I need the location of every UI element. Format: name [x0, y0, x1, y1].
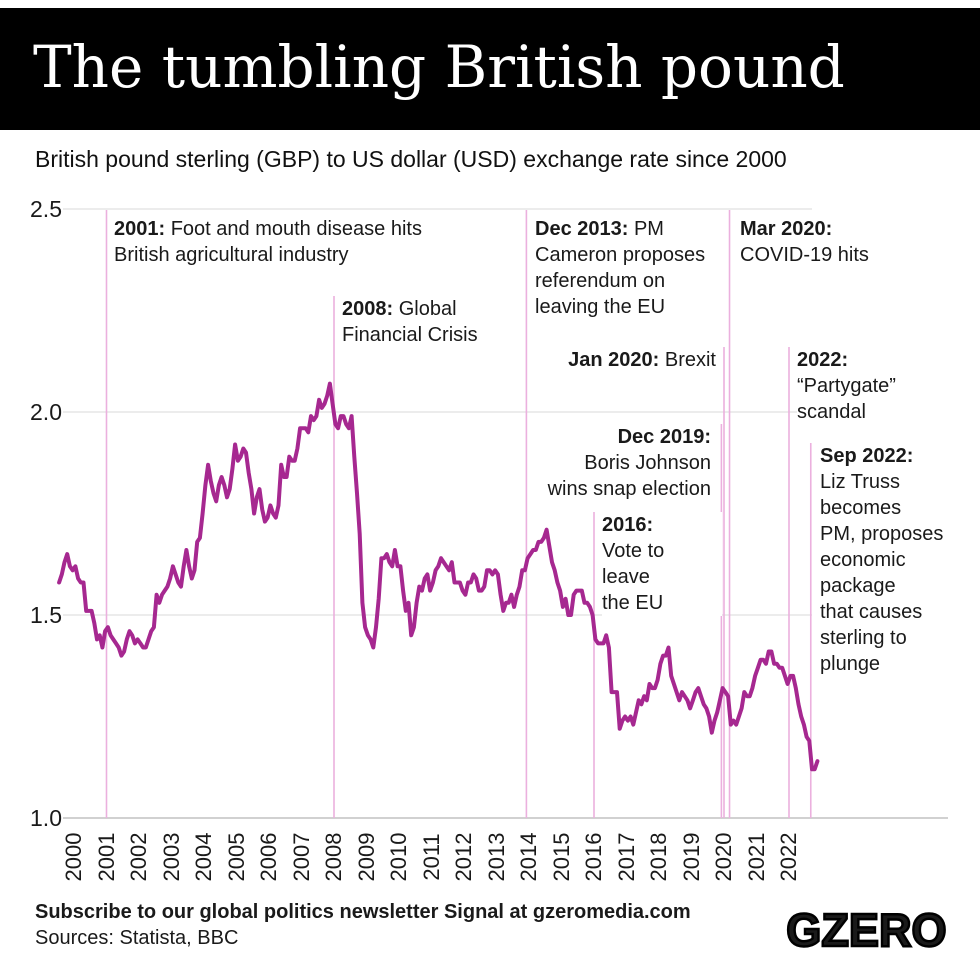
annotation-line: economic [820, 549, 906, 571]
x-tick-2008: 2008 [321, 832, 346, 882]
x-tick-2006: 2006 [256, 832, 281, 882]
annotation-line: British agricultural industry [114, 244, 349, 266]
header-bar: The tumbling British pound [0, 8, 980, 130]
annotation-line: Financial Crisis [342, 324, 478, 346]
annotation-line: becomes [820, 497, 902, 519]
event-annotation-2022-partygate: 2022: “Partygate” scandal [797, 347, 937, 425]
annotation-line: Cameron proposes [535, 244, 706, 266]
event-annotation-jan-2020-brexit: Jan 2020: Brexit [568, 347, 716, 373]
annotation-line: sterling to [820, 627, 907, 649]
gzero-logo: GZERO [785, 903, 948, 958]
sources-note: Sources: Statista, BBC [35, 927, 239, 949]
event-annotation-mar-2020-covid: Mar 2020: COVID-19 hits [740, 216, 910, 268]
x-tick-2011: 2011 [418, 833, 444, 881]
annotation-line: Jan 2020: Brexit [568, 349, 716, 371]
x-tick-2020: 2020 [711, 832, 736, 882]
annotation-line: Liz Truss [820, 471, 901, 493]
annotation-line: the EU [602, 592, 664, 614]
x-tick-2018: 2018 [646, 832, 671, 882]
event-annotation-dec-2019-election: Dec 2019: Boris Johnson wins snap election [547, 424, 711, 502]
annotation-line: 2001: Foot and mouth disease hits [114, 218, 422, 240]
event-annotation-dec-2013-referendum: Dec 2013: PM Cameron proposes referendum o… [535, 216, 725, 320]
y-tick-2.5: 2.5 [30, 196, 62, 222]
event-annotation-2008-financial-crisis: 2008: Global Financial Crisis [342, 296, 512, 348]
x-tick-2012: 2012 [451, 832, 476, 882]
y-tick-1.0: 1.0 [30, 805, 62, 831]
x-tick-2014: 2014 [516, 832, 541, 882]
x-tick-2015: 2015 [548, 832, 574, 882]
annotation-line: leave [602, 566, 650, 588]
annotation-line: plunge [820, 653, 881, 675]
annotation-line: Dec 2019: [617, 426, 711, 448]
x-tick-2021: 2021 [743, 832, 769, 882]
x-tick-2001: 2001 [93, 832, 119, 882]
x-tick-2019: 2019 [678, 832, 704, 882]
x-tick-2017: 2017 [613, 832, 639, 882]
annotation-line: referendum on [535, 270, 666, 292]
event-annotation-sep-2022-truss: Sep 2022: Liz Truss becomes PM, proposes eco… [820, 443, 955, 677]
annotation-line: “Partygate” [797, 375, 896, 397]
newsletter-note: Subscribe to our global politics newslet… [35, 901, 691, 923]
x-tick-2003: 2003 [158, 832, 184, 882]
annotation-line: scandal [797, 401, 866, 423]
chart-subtitle: British pound sterling (GBP) to US dolla… [35, 146, 787, 172]
annotation-line: Sep 2022: [820, 445, 914, 467]
x-tick-2000: 2000 [61, 832, 86, 882]
event-annotation-2016-vote-leave: 2016: Vote to leave the EU [602, 512, 722, 616]
series-line-gbp-usd [57, 381, 820, 772]
annotation-line: COVID-19 hits [740, 244, 869, 266]
annotation-line: Dec 2013: PM [535, 218, 664, 240]
annotation-line: 2008: Global [342, 298, 457, 320]
annotation-line: Vote to [602, 540, 665, 562]
annotation-line: Mar 2020: [740, 218, 833, 240]
event-annotation-2001-foot-and-mouth: 2001: Foot and mouth disease hits British… [114, 216, 464, 268]
x-tick-2002: 2002 [126, 832, 151, 882]
annotation-line: Boris Johnson [584, 452, 711, 474]
y-tick-2.0: 2.0 [30, 399, 62, 425]
annotation-line: wins snap election [547, 478, 711, 500]
x-tick-2009: 2009 [353, 832, 379, 882]
x-tick-2022: 2022 [776, 832, 801, 882]
annotation-line: 2022: [797, 349, 849, 371]
x-tick-2016: 2016 [581, 832, 606, 882]
annotation-line: 2016: [602, 514, 654, 536]
annotation-line: leaving the EU [535, 296, 666, 318]
x-tick-2007: 2007 [288, 832, 314, 882]
y-tick-1.5: 1.5 [30, 602, 62, 628]
x-tick-2004: 2004 [191, 832, 216, 882]
annotation-line: package [820, 575, 896, 597]
x-tick-2005: 2005 [223, 832, 249, 882]
page-title: The tumbling British pound [33, 33, 845, 101]
annotation-line: that causes [820, 601, 923, 623]
x-tick-2013: 2013 [483, 832, 509, 882]
annotation-line: PM, proposes [820, 523, 944, 545]
x-tick-2010: 2010 [386, 832, 411, 882]
